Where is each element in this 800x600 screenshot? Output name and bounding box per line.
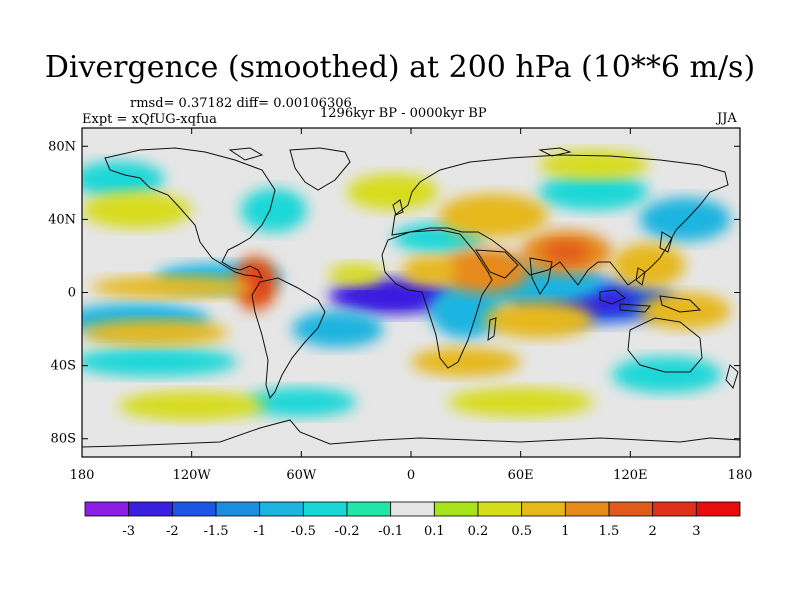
divergence-anomaly: [292, 310, 384, 348]
colorbar-swatch: [608, 501, 654, 517]
colorbar-swatch: [302, 501, 348, 517]
lat-label: 80N: [48, 139, 76, 154]
colorbar-label: 0.5: [511, 524, 532, 539]
colorbar-swatch: [390, 501, 435, 517]
colorbar-swatch: [259, 501, 304, 517]
latitude-axis: 80N 40N 0 40S 80S: [48, 139, 740, 447]
colorbar-swatch: [695, 501, 741, 517]
colorbar-label: -2: [166, 524, 179, 539]
period-label: 1296kyr BP - 0000kyr BP: [320, 106, 487, 121]
lat-label: 40S: [51, 359, 76, 374]
divergence-anomaly: [401, 255, 457, 286]
colorbar-label: -1.5: [203, 524, 228, 539]
divergence-anomaly: [447, 387, 594, 417]
divergence-anomaly: [241, 188, 307, 233]
divergence-anomaly: [118, 391, 265, 421]
colorbar-swatch: [84, 501, 130, 517]
stats-text: rmsd= 0.37182 diff= 0.00106306: [130, 96, 352, 111]
lat-label: 40N: [48, 212, 76, 227]
colorbar-label: 1.5: [599, 524, 620, 539]
divergence-anomaly: [538, 173, 649, 211]
colorbar-label: -0.5: [291, 524, 316, 539]
divergence-anomaly: [82, 191, 192, 229]
lon-label: 120E: [613, 468, 647, 483]
divergence-anomaly: [347, 173, 439, 211]
divergence-core: [461, 259, 507, 282]
divergence-core: [360, 287, 425, 306]
lon-label: 60E: [508, 468, 534, 483]
divergence-anomaly: [411, 347, 521, 377]
colorbar-label: 2: [649, 524, 657, 539]
lon-label: 120W: [173, 468, 212, 483]
colorbar-swatch: [171, 501, 217, 517]
divergence-anomaly: [82, 160, 165, 198]
divergence-anomaly: [538, 149, 649, 180]
colorbar-label: -3: [122, 524, 135, 539]
colorbar-label: -1: [253, 524, 266, 539]
coastlines: [82, 147, 740, 448]
divergence-anomaly: [328, 263, 384, 286]
colorbar-swatch: [433, 501, 479, 517]
lat-label: 80S: [51, 432, 76, 447]
colorbar-label: -0.1: [378, 524, 403, 539]
experiment-label: Expt = xQfUG-xqfua: [82, 112, 217, 127]
longitude-axis: 180 120W 60W 0 60E 120E 180: [70, 128, 753, 483]
divergence-anomaly: [82, 319, 229, 346]
divergence-field: [82, 149, 731, 421]
colorbar-label: 0.1: [424, 524, 445, 539]
colorbar-swatch: [477, 501, 523, 517]
lon-label: 180: [70, 468, 95, 483]
lon-label: 60W: [286, 468, 317, 483]
plot-title: Divergence (smoothed) at 200 hPa (10**6 …: [44, 50, 756, 85]
season-label: JJA: [717, 111, 737, 126]
colorbar-label: -0.2: [334, 524, 359, 539]
colorbar-swatch: [564, 501, 610, 517]
colorbar: -3 -2 -1.5 -1 -0.5 -0.2 -0.1 0.1 0.2 0.5 1 1.5 2 3: [84, 501, 741, 539]
divergence-anomaly: [429, 283, 503, 339]
colorbar-swatch: [128, 501, 173, 517]
divergence-anomaly: [91, 276, 256, 298]
lat-label: 0: [68, 286, 76, 301]
divergence-anomaly: [612, 356, 722, 394]
colorbar-label: 0.2: [468, 524, 489, 539]
divergence-anomaly: [82, 347, 238, 377]
colorbar-label: 1: [561, 524, 569, 539]
divergence-anomaly: [639, 197, 731, 242]
colorbar-label: 3: [692, 524, 700, 539]
divergence-core: [543, 241, 590, 264]
divergence-anomaly: [639, 292, 731, 330]
colorbar-swatch: [652, 501, 697, 517]
lon-label: 180: [728, 468, 753, 483]
divergence-anomaly: [438, 193, 549, 238]
colorbar-swatch: [346, 501, 392, 517]
divergence-anomaly: [484, 301, 594, 339]
colorbar-swatch: [215, 501, 261, 517]
divergence-anomaly: [612, 243, 686, 288]
colorbar-swatch: [521, 501, 566, 517]
divergence-anomaly: [246, 387, 357, 417]
lon-label: 0: [407, 468, 415, 483]
